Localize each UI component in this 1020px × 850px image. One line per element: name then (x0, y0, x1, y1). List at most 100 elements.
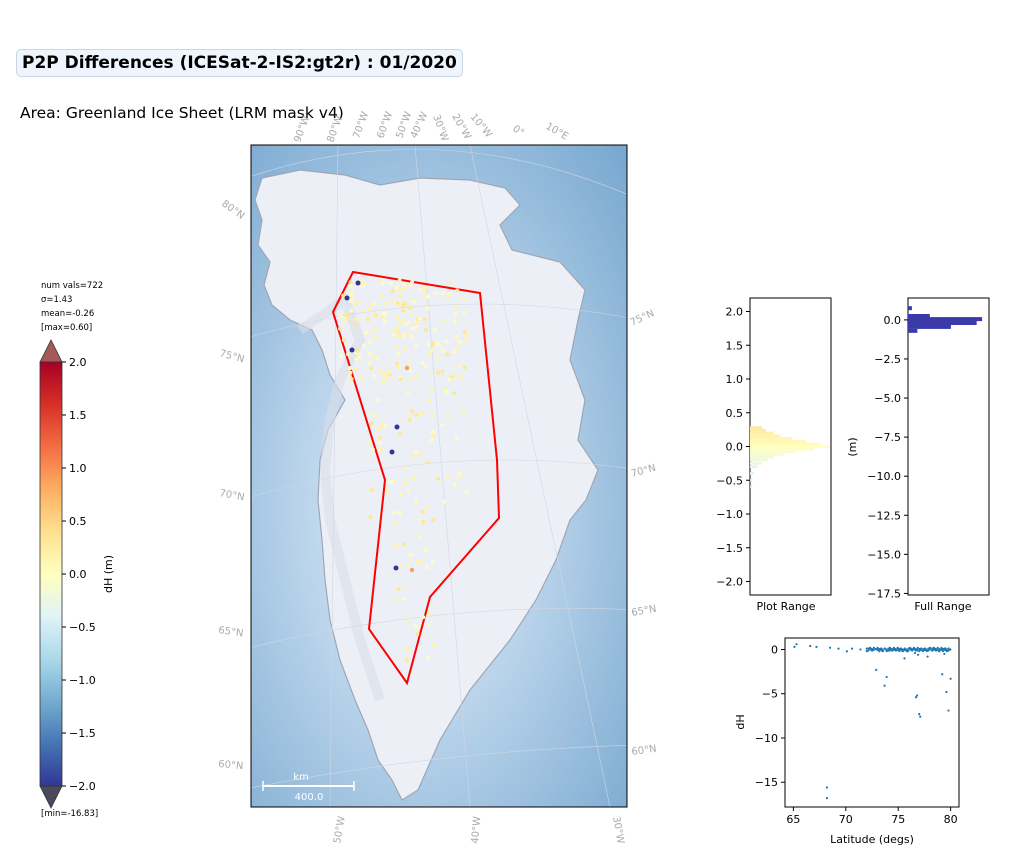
map-point (457, 339, 462, 344)
scatter-ytick-label: −15 (755, 776, 778, 789)
stat-sigma: σ=1.43 (41, 295, 73, 305)
map-point (379, 293, 384, 298)
map-point (396, 351, 401, 356)
hist1-bar (750, 465, 758, 469)
map-point (393, 565, 399, 571)
map-point (382, 424, 387, 429)
map-point (359, 281, 364, 286)
map-point (390, 288, 395, 293)
hist1-bar (750, 439, 806, 443)
colorbar-tick-label: 1.0 (69, 462, 87, 475)
map-point (452, 391, 457, 396)
map-point (364, 330, 369, 335)
map-point (398, 432, 403, 437)
hist2-tick-label: −5.0 (874, 392, 901, 405)
map-point (431, 433, 436, 438)
lon-label: 70°W (351, 110, 371, 140)
map-point (442, 319, 447, 324)
map-point (436, 477, 441, 482)
map-point (383, 375, 388, 380)
hist1-tick-label: −0.5 (716, 474, 743, 487)
stat-max: [max=0.60] (41, 323, 93, 333)
hist1-tick-label: −2.0 (716, 576, 743, 589)
colorbar-tick-label: 0.0 (69, 568, 87, 581)
map-panel: km 400.0 (251, 145, 627, 807)
scatter-frame (784, 637, 960, 808)
map-point (408, 283, 413, 288)
map-point (406, 390, 411, 395)
map-point (407, 305, 412, 310)
hist1-bar (750, 445, 830, 448)
scatter-point (909, 646, 912, 650)
map-point (345, 352, 350, 357)
map-point (396, 587, 401, 592)
hist1-bar (750, 478, 753, 482)
map-point (389, 449, 395, 455)
hist-full-range: 0.0 −2.5 −5.0 −7.5 −10.0 −12.5 −15.0 −17.5 Full… (846, 297, 990, 613)
scatter-xtick-label: 65 (786, 813, 800, 826)
map-point (421, 520, 426, 525)
lat-label: 60°N (218, 759, 244, 772)
map-point (403, 481, 408, 486)
lat-label: 70°N (218, 488, 245, 503)
lon-label: 30°W (430, 113, 450, 143)
scatter-point (923, 647, 926, 650)
map-point (435, 342, 440, 347)
map-point (395, 315, 400, 320)
map-point (342, 316, 347, 321)
scatter-point (943, 652, 946, 656)
map-point (370, 302, 375, 307)
map-point (414, 344, 419, 349)
hist1-bar (750, 458, 768, 462)
scatter-ytick-label: −5 (762, 688, 778, 701)
scatter-point (916, 648, 919, 652)
map-point (453, 312, 458, 317)
scatter-point (828, 646, 832, 649)
scatter-point (903, 647, 906, 650)
scatter-point (905, 648, 908, 651)
scatter-point (947, 649, 950, 652)
stat-mean: mean=-0.26 (41, 309, 95, 319)
map-point (419, 559, 424, 564)
map-point (369, 366, 374, 371)
scatter-point (936, 646, 939, 650)
scatter-point (940, 646, 943, 650)
map-point (464, 489, 469, 494)
scatter-point (921, 649, 925, 653)
map-point (398, 293, 403, 298)
map-point (445, 295, 450, 300)
map-point (369, 421, 374, 426)
map-point (394, 345, 399, 350)
map-point (398, 377, 403, 382)
map-point (415, 559, 420, 564)
map-point (348, 370, 353, 375)
graticule (251, 145, 627, 807)
map-point (429, 347, 434, 352)
map-point (430, 518, 435, 523)
map-point (402, 542, 407, 547)
map-point (400, 319, 405, 324)
scatter-point (949, 648, 952, 651)
scatter-point (887, 649, 890, 652)
scatter-point (870, 647, 873, 651)
lon-label: 30°W (610, 816, 626, 845)
map-point (410, 326, 415, 331)
map-point (460, 374, 465, 379)
map-point (461, 410, 466, 415)
hist2-bar (908, 328, 918, 333)
scatter-xtick-label: 70 (839, 813, 853, 826)
map-point (368, 351, 373, 356)
map-point (405, 647, 410, 652)
colorbar-tick-label: −1.5 (69, 727, 96, 740)
map-point (396, 364, 401, 369)
map-point (410, 334, 415, 339)
map-point (425, 294, 430, 299)
map-point (405, 562, 410, 567)
map-point (388, 281, 393, 286)
hist1-tick-label: −1.0 (716, 508, 743, 521)
map-point (373, 313, 378, 318)
map-point (365, 317, 370, 322)
scatter-point (918, 712, 921, 716)
lon-label: 40°W (470, 816, 483, 845)
hist1-tick-label: 2.0 (726, 306, 744, 319)
